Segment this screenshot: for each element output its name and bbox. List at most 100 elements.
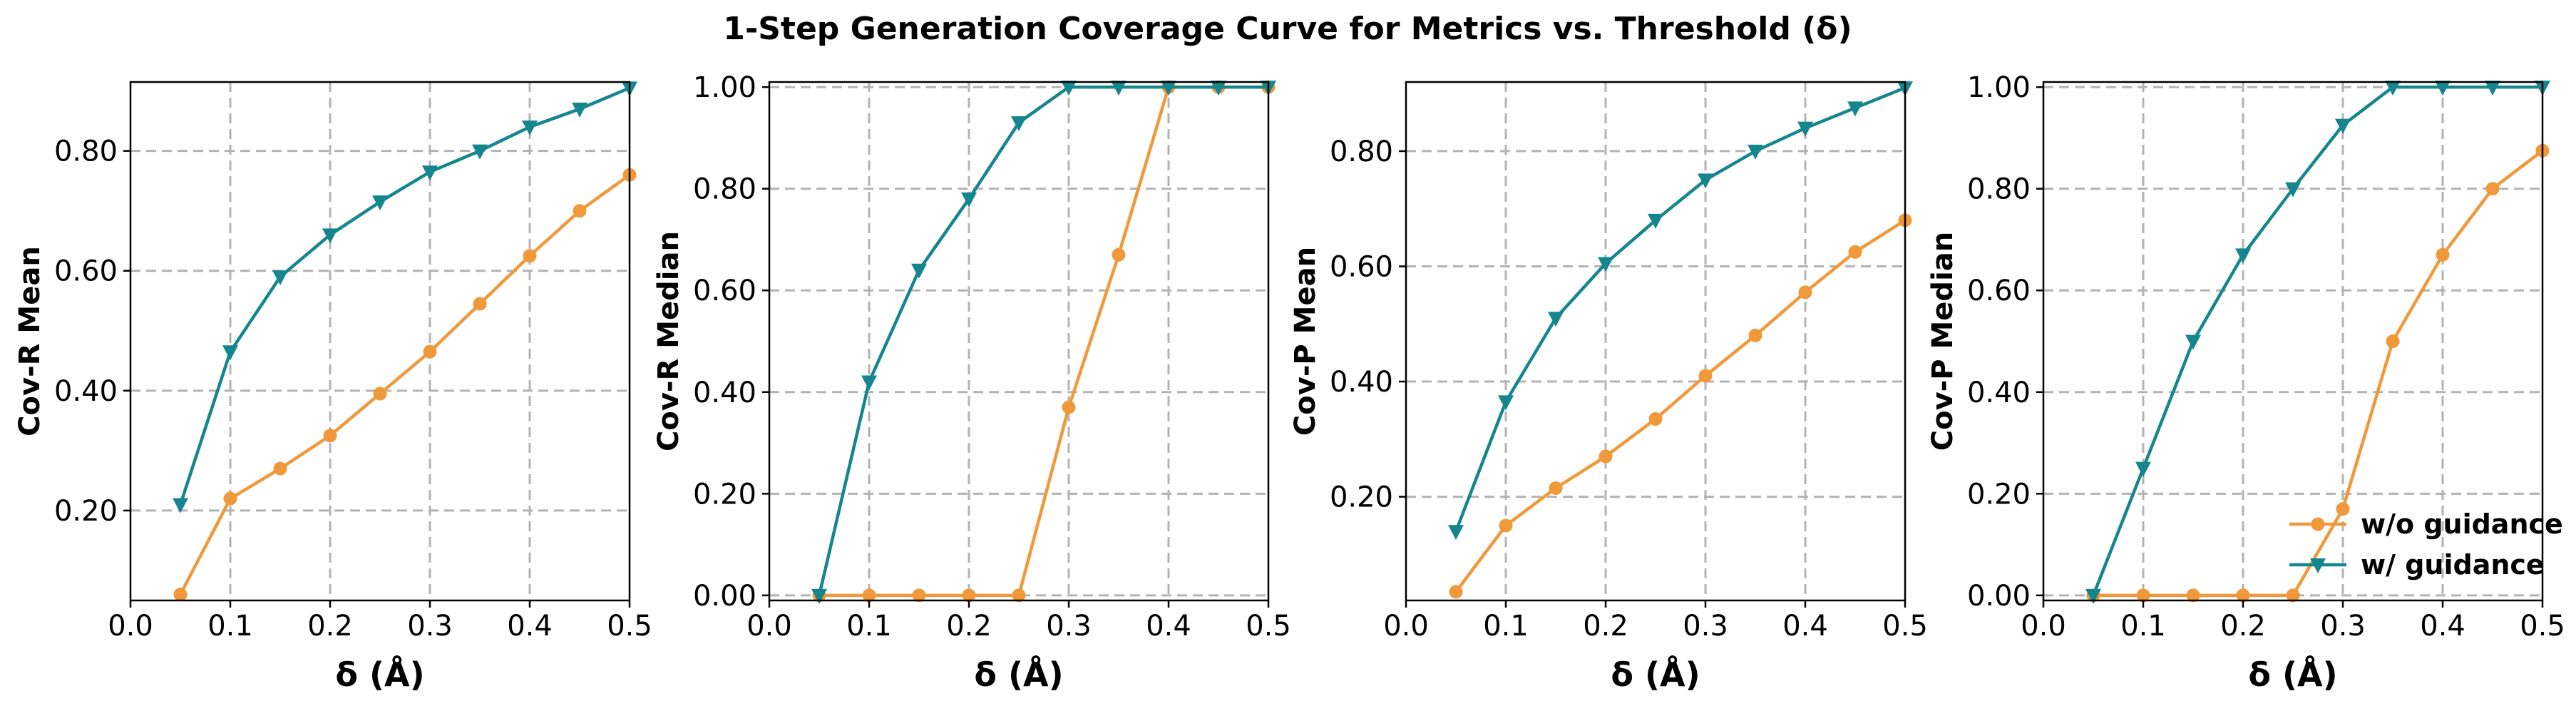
y-tick-label: 0.80: [693, 173, 756, 206]
data-point-w: [1211, 81, 1226, 96]
data-point-wo: [1698, 369, 1713, 383]
data-point-w: [2285, 182, 2301, 198]
legend-marker-w: [2310, 558, 2326, 573]
data-point-wo: [1748, 328, 1762, 342]
x-tick-label: 0.0: [108, 610, 153, 643]
legend-marker-wo: [2311, 517, 2325, 531]
data-point-w: [1598, 257, 1613, 272]
data-point-w: [272, 270, 288, 286]
y-axis-label: Cov-P Median: [1926, 232, 1959, 451]
data-point-wo: [223, 491, 237, 506]
data-point-w: [1648, 213, 1663, 229]
x-tick-label: 0.0: [2021, 610, 2066, 643]
data-point-w: [572, 102, 587, 118]
data-point-w: [522, 121, 538, 136]
series-line-wo: [179, 173, 631, 595]
chart-panel-3: 0.0 0.1 0.2 0.3 0.4 0.5 0.20 0.40 0.60 0.80 δ (Å) C…: [1289, 81, 1928, 694]
data-point-w: [1548, 312, 1564, 327]
plot-frame: [2042, 81, 2544, 602]
x-tick-label: 0.1: [846, 610, 892, 643]
data-point-wo: [173, 588, 188, 602]
x-tick-label: 0.2: [2220, 610, 2266, 643]
x-tick-label: 0.3: [2320, 610, 2366, 643]
data-point-wo: [1062, 400, 1076, 414]
data-point-w: [2235, 248, 2251, 264]
data-point-wo: [423, 344, 437, 359]
x-tick-label: 0.5: [1882, 610, 1928, 643]
y-axis-label: Cov-P Mean: [1289, 247, 1322, 436]
data-point-w: [1061, 81, 1077, 96]
plot-frame: [768, 81, 1270, 602]
x-tick-label: 0.4: [2420, 610, 2465, 643]
data-point-w: [911, 263, 927, 279]
data-point-w: [1448, 525, 1464, 541]
data-point-wo: [323, 429, 337, 443]
y-tick-label: 1.00: [1967, 71, 2031, 104]
data-point-w: [2435, 81, 2451, 96]
x-tick-label: 0.2: [1583, 610, 1628, 643]
data-point-wo: [912, 588, 926, 603]
x-tick-label: 0.4: [507, 610, 553, 643]
data-point-wo: [862, 588, 876, 603]
plot-frame: [129, 81, 631, 602]
x-tick-label: 0.3: [1046, 610, 1092, 643]
data-point-w: [2485, 81, 2500, 96]
y-tick-label: 0.80: [1967, 173, 2031, 206]
x-tick-label: 0.4: [1146, 610, 1191, 643]
data-point-wo: [1549, 481, 1563, 495]
x-tick-label: 0.3: [407, 610, 453, 643]
data-point-wo: [1012, 588, 1026, 603]
data-point-wo: [1499, 518, 1513, 533]
data-point-wo: [2436, 247, 2450, 262]
x-axis-label: δ (Å): [2248, 655, 2337, 694]
data-point-wo: [2286, 588, 2300, 603]
series-line-w: [817, 85, 1268, 596]
x-axis-label: δ (Å): [335, 655, 424, 694]
data-point-w: [811, 588, 827, 604]
x-axis-label: δ (Å): [974, 655, 1063, 694]
data-point-w: [1161, 81, 1176, 96]
series-line-w: [2091, 85, 2542, 596]
data-point-wo: [1798, 285, 1812, 300]
data-point-w: [1748, 144, 1763, 160]
plot-frame: [1405, 81, 1907, 602]
data-point-wo: [273, 461, 287, 476]
y-tick-label: 0.20: [693, 478, 756, 511]
x-tick-label: 0.2: [307, 610, 353, 643]
y-tick-label: 0.20: [54, 495, 118, 528]
data-point-w: [1498, 395, 1514, 411]
chart-panel-1: 0.0 0.1 0.2 0.3 0.4 0.5 0.20 0.40 0.60 0.80 δ (Å) C…: [14, 81, 652, 694]
y-tick-label: 0.40: [54, 375, 118, 408]
series-line-wo: [1454, 218, 1907, 593]
data-point-wo: [2186, 588, 2200, 603]
data-point-w: [372, 195, 388, 211]
x-tick-label: 0.3: [1683, 610, 1728, 643]
data-point-w: [1111, 81, 1127, 96]
data-point-wo: [373, 387, 387, 401]
series-line-w: [1454, 86, 1906, 532]
y-axis-label: Cov-R Median: [652, 231, 685, 451]
data-point-wo: [1112, 247, 1126, 262]
data-point-wo: [1848, 245, 1862, 259]
legend: w/o guidance w/ guidance: [2289, 508, 2563, 580]
x-tick-label: 0.1: [1483, 610, 1529, 643]
data-point-wo: [1648, 412, 1663, 426]
data-point-wo: [523, 249, 537, 263]
y-tick-label: 0.20: [1967, 478, 2031, 511]
series-line-wo: [2093, 149, 2544, 598]
x-tick-label: 0.4: [1782, 610, 1828, 643]
x-tick-label: 0.0: [746, 610, 792, 643]
x-tick-label: 0.2: [946, 610, 992, 643]
y-tick-label: 0.40: [693, 377, 756, 409]
y-tick-label: 0.60: [693, 275, 756, 307]
y-tick-label: 0.60: [1967, 275, 2031, 307]
data-point-w: [2385, 81, 2401, 96]
series-line-w: [178, 86, 630, 506]
data-point-wo: [1599, 449, 1613, 464]
data-point-w: [2135, 461, 2151, 477]
data-point-w: [1698, 173, 1713, 189]
y-tick-label: 0.40: [1330, 366, 1393, 399]
data-point-w: [173, 498, 188, 513]
chart-panel-4: 0.0 0.1 0.2 0.3 0.4 0.5 0.00 0.20 0.40 0.60 0.80 1.…: [1926, 71, 2565, 694]
